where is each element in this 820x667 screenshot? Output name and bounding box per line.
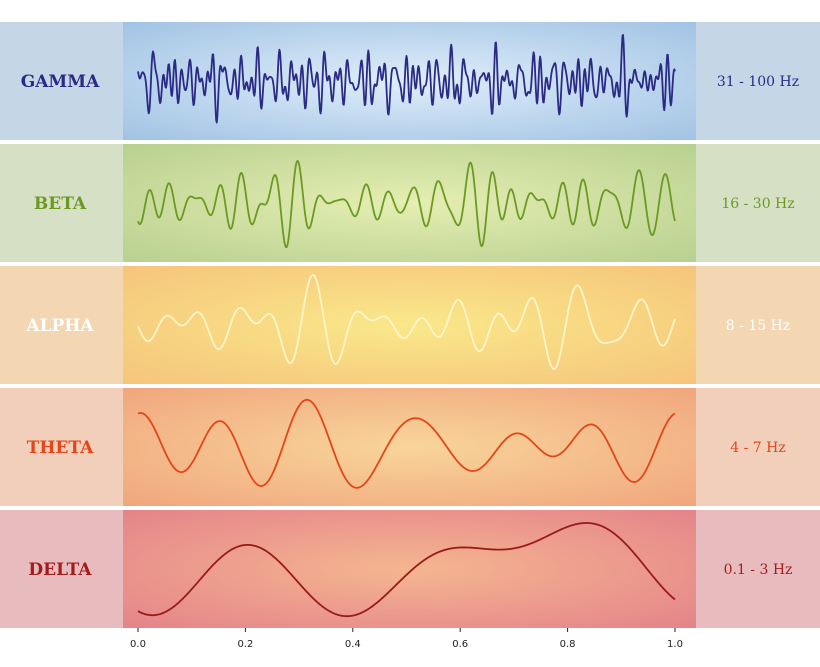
band-label-panel	[0, 22, 123, 140]
band-label-panel	[0, 510, 123, 628]
bands-layer: GAMMA 31 - 100 Hz BETA 16 - 30 Hz ALPHA 8 - 1…	[0, 22, 820, 628]
band-delta: DELTA 0.1 - 3 Hz	[0, 510, 820, 628]
waveform-alpha	[137, 273, 676, 370]
band-label-panel	[0, 144, 123, 262]
band-frequency-range: 31 - 100 Hz	[717, 74, 799, 90]
band-plot-area	[123, 388, 696, 506]
band-frequency-range: 4 - 7 Hz	[730, 440, 785, 456]
band-frequency-range: 16 - 30 Hz	[721, 196, 794, 212]
band-alpha: ALPHA 8 - 15 Hz	[0, 266, 820, 384]
x-tick-label: 1.0	[667, 639, 683, 650]
x-tick-label: 0.6	[452, 639, 468, 650]
band-label-panel	[0, 266, 123, 384]
band-name-label: BETA	[34, 194, 87, 214]
band-label-panel	[0, 388, 123, 506]
waveform-beta	[137, 160, 676, 249]
band-range-panel	[696, 266, 820, 384]
x-axis: 0.0 0.2 0.4 0.6 0.8 1.0	[130, 628, 683, 650]
x-tick-label: 0.4	[345, 639, 361, 650]
band-frequency-range: 0.1 - 3 Hz	[724, 562, 793, 578]
band-range-panel	[696, 388, 820, 506]
x-tick-label: 0.0	[130, 639, 146, 650]
band-beta: BETA 16 - 30 Hz	[0, 144, 820, 262]
band-plot-area	[123, 266, 696, 384]
band-range-panel	[696, 510, 820, 628]
band-name-label: THETA	[27, 438, 94, 458]
x-tick-label: 0.8	[560, 639, 576, 650]
band-name-label: DELTA	[28, 560, 92, 580]
x-tick-label: 0.2	[237, 639, 253, 650]
band-gamma: GAMMA 31 - 100 Hz	[0, 22, 820, 140]
band-plot-area	[123, 144, 696, 262]
waveform-gamma	[137, 34, 676, 124]
band-name-label: ALPHA	[25, 316, 94, 336]
band-range-panel	[696, 22, 820, 140]
band-name-label: GAMMA	[21, 72, 100, 92]
band-plot-area	[123, 510, 696, 628]
waveform-theta	[137, 398, 676, 489]
band-theta: THETA 4 - 7 Hz	[0, 388, 820, 506]
band-range-panel	[696, 144, 820, 262]
band-frequency-range: 8 - 15 Hz	[726, 318, 790, 334]
waveform-delta	[137, 522, 676, 618]
